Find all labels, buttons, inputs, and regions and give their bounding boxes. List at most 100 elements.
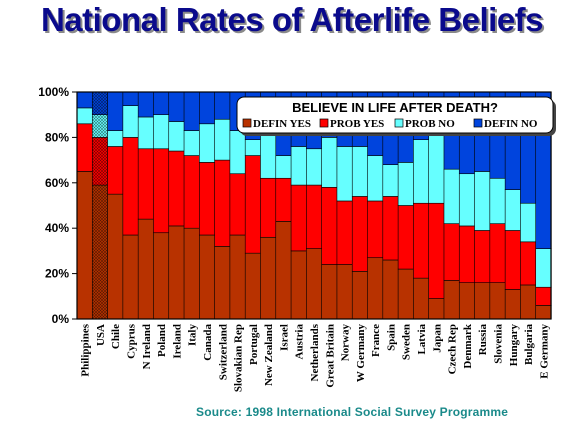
bar-segment bbox=[504, 230, 522, 290]
bar-segment bbox=[168, 91, 185, 122]
legend-swatch bbox=[394, 118, 404, 128]
bar-segment bbox=[397, 268, 414, 320]
y-tick-label: 60% bbox=[45, 176, 69, 190]
bar-segment bbox=[397, 205, 414, 270]
bar-segment bbox=[489, 223, 506, 283]
bar-segment bbox=[122, 91, 139, 106]
bar-segment bbox=[244, 155, 262, 254]
bar-segment bbox=[428, 202, 445, 299]
y-tick-label: 100% bbox=[38, 85, 69, 99]
bar-segment bbox=[458, 173, 476, 227]
bar-segment bbox=[351, 271, 369, 320]
x-tick-label: Slovakian Rep bbox=[233, 324, 245, 392]
bar-segment bbox=[413, 139, 430, 204]
x-tick-label: Poland bbox=[156, 324, 168, 357]
bar-segment bbox=[535, 248, 552, 288]
bar-segment bbox=[183, 91, 200, 131]
bar-segment bbox=[382, 164, 399, 197]
bar-segment bbox=[474, 230, 491, 283]
bar-segment bbox=[443, 223, 460, 281]
bar-segment bbox=[443, 168, 460, 224]
x-tick-label: Philippines bbox=[80, 323, 92, 376]
bar-segment bbox=[229, 234, 246, 320]
x-tick-label: Cyprus bbox=[126, 323, 138, 359]
bar-segment bbox=[397, 162, 414, 206]
legend-entry: PROB NO bbox=[405, 118, 455, 130]
bar-segment bbox=[214, 91, 231, 120]
bar-segment bbox=[91, 137, 109, 186]
x-tick-label: Austria bbox=[294, 324, 306, 360]
bar-segment bbox=[306, 248, 323, 320]
legend-entry: DEFIN YES bbox=[253, 118, 311, 130]
bar-segment bbox=[137, 218, 155, 320]
x-tick-label: Netherlands bbox=[309, 323, 321, 381]
bar-segment bbox=[199, 123, 216, 163]
x-tick-label: Spain bbox=[385, 324, 397, 351]
bar-segment bbox=[458, 225, 476, 283]
y-tick-label: 40% bbox=[45, 221, 69, 235]
bar-segment bbox=[428, 298, 445, 320]
bar-segment bbox=[367, 257, 384, 320]
bar-segment bbox=[168, 121, 185, 152]
y-tick-label: 20% bbox=[45, 267, 69, 281]
x-tick-label: Great Britain bbox=[324, 324, 336, 388]
bar-segment bbox=[137, 148, 155, 220]
bar-segment bbox=[153, 232, 170, 320]
bar-segment bbox=[382, 196, 399, 261]
bar-segment bbox=[520, 284, 537, 320]
bar-segment bbox=[122, 137, 139, 236]
x-tick-label: Latvia bbox=[416, 324, 428, 355]
bar-segment bbox=[76, 123, 93, 172]
bar-segment bbox=[91, 114, 109, 138]
y-tick-label: 0% bbox=[52, 312, 70, 326]
bar-segment bbox=[321, 137, 338, 188]
bar-segment bbox=[336, 264, 353, 320]
bar-segment bbox=[199, 162, 216, 236]
bar-segment bbox=[504, 289, 522, 320]
bar-segment bbox=[458, 282, 476, 320]
legend-entry: DEFIN NO bbox=[484, 118, 538, 130]
bar-segment bbox=[229, 130, 246, 175]
x-tick-label: Czech Rep bbox=[447, 324, 459, 374]
source-note: Source: 1998 International Social Survey… bbox=[196, 405, 509, 419]
bar-segment bbox=[336, 200, 353, 265]
bar-segment bbox=[367, 155, 384, 202]
bar-segment bbox=[443, 280, 460, 320]
bar-segment bbox=[199, 234, 216, 320]
bar-segment bbox=[520, 202, 537, 243]
legend-swatch bbox=[242, 118, 252, 128]
bar-segment bbox=[183, 155, 200, 229]
legend-title: BELIEVE IN LIFE AFTER DEATH? bbox=[292, 100, 498, 115]
x-tick-label: Switzerland bbox=[217, 324, 229, 380]
bar-segment bbox=[107, 130, 124, 147]
bar-segment bbox=[535, 305, 552, 320]
bar-segment bbox=[137, 116, 155, 150]
x-tick-label: Italy bbox=[187, 324, 199, 347]
bar-segment bbox=[321, 187, 338, 265]
x-tick-label: Portugal bbox=[248, 324, 260, 365]
x-tick-label: Norway bbox=[340, 324, 352, 362]
bar-segment bbox=[336, 146, 353, 202]
bar-segment bbox=[76, 91, 93, 109]
bar-segment bbox=[76, 171, 93, 320]
x-tick-label: W Germany bbox=[355, 324, 367, 383]
bar-segment bbox=[535, 286, 552, 306]
bar-segment bbox=[489, 177, 506, 224]
x-tick-label: Russia bbox=[477, 324, 489, 356]
bar-segment bbox=[107, 91, 124, 131]
bar-segment bbox=[183, 130, 200, 156]
bar-segment bbox=[306, 184, 323, 249]
bar-segment bbox=[290, 250, 307, 320]
bar-segment bbox=[214, 159, 231, 247]
bar-segment bbox=[153, 91, 170, 116]
y-tick-label: 80% bbox=[45, 130, 69, 144]
bar-segment bbox=[306, 148, 323, 186]
bar-segment bbox=[275, 155, 292, 179]
legend-entry: PROB YES bbox=[330, 118, 384, 130]
bar-segment bbox=[520, 241, 537, 286]
bar-segment bbox=[290, 184, 307, 252]
x-tick-label: Bulgaria bbox=[523, 323, 535, 364]
bar-segment bbox=[153, 114, 170, 150]
bar-segment bbox=[413, 277, 430, 320]
bar-segment bbox=[367, 200, 384, 259]
